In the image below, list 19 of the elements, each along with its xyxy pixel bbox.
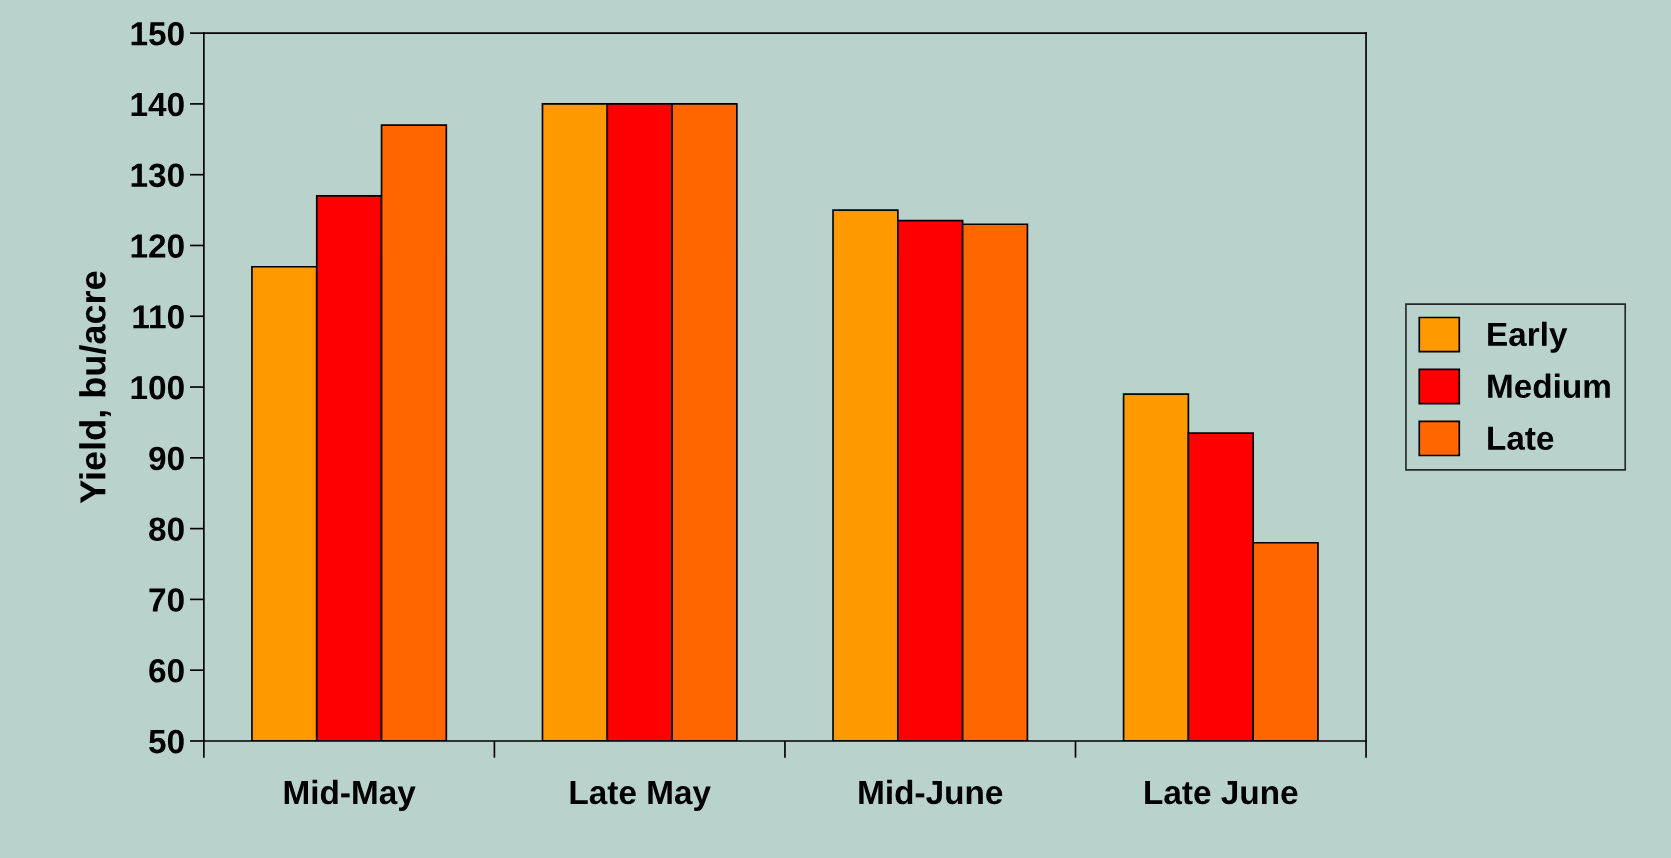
x-tick-label: Late June [1145,781,1298,805]
y-tick-label: 90 [149,446,184,471]
legend-label: Medium [1488,373,1610,399]
y-tick-label: 100 [131,375,184,400]
y-axis-title: Yield, bu/acre [79,271,111,504]
y-tick-label: 60 [149,658,184,683]
y-tick-label: 120 [131,234,184,258]
y-tick-label: 110 [133,305,184,329]
y-tick-label: 140 [131,92,184,117]
x-tick-label: Late May [570,781,711,811]
x-tick-label: Mid-May [284,779,416,811]
y-tick-label: 50 [149,729,184,754]
y-tick-label: 130 [131,163,184,188]
y-tick-label: 80 [149,517,184,542]
x-tick-label: Mid-June [859,779,1003,805]
legend-label: Late [1488,426,1554,450]
y-tick-label: 70 [149,588,184,612]
y-tick-label: 150 [131,21,184,46]
legend-label: Early [1488,321,1568,353]
